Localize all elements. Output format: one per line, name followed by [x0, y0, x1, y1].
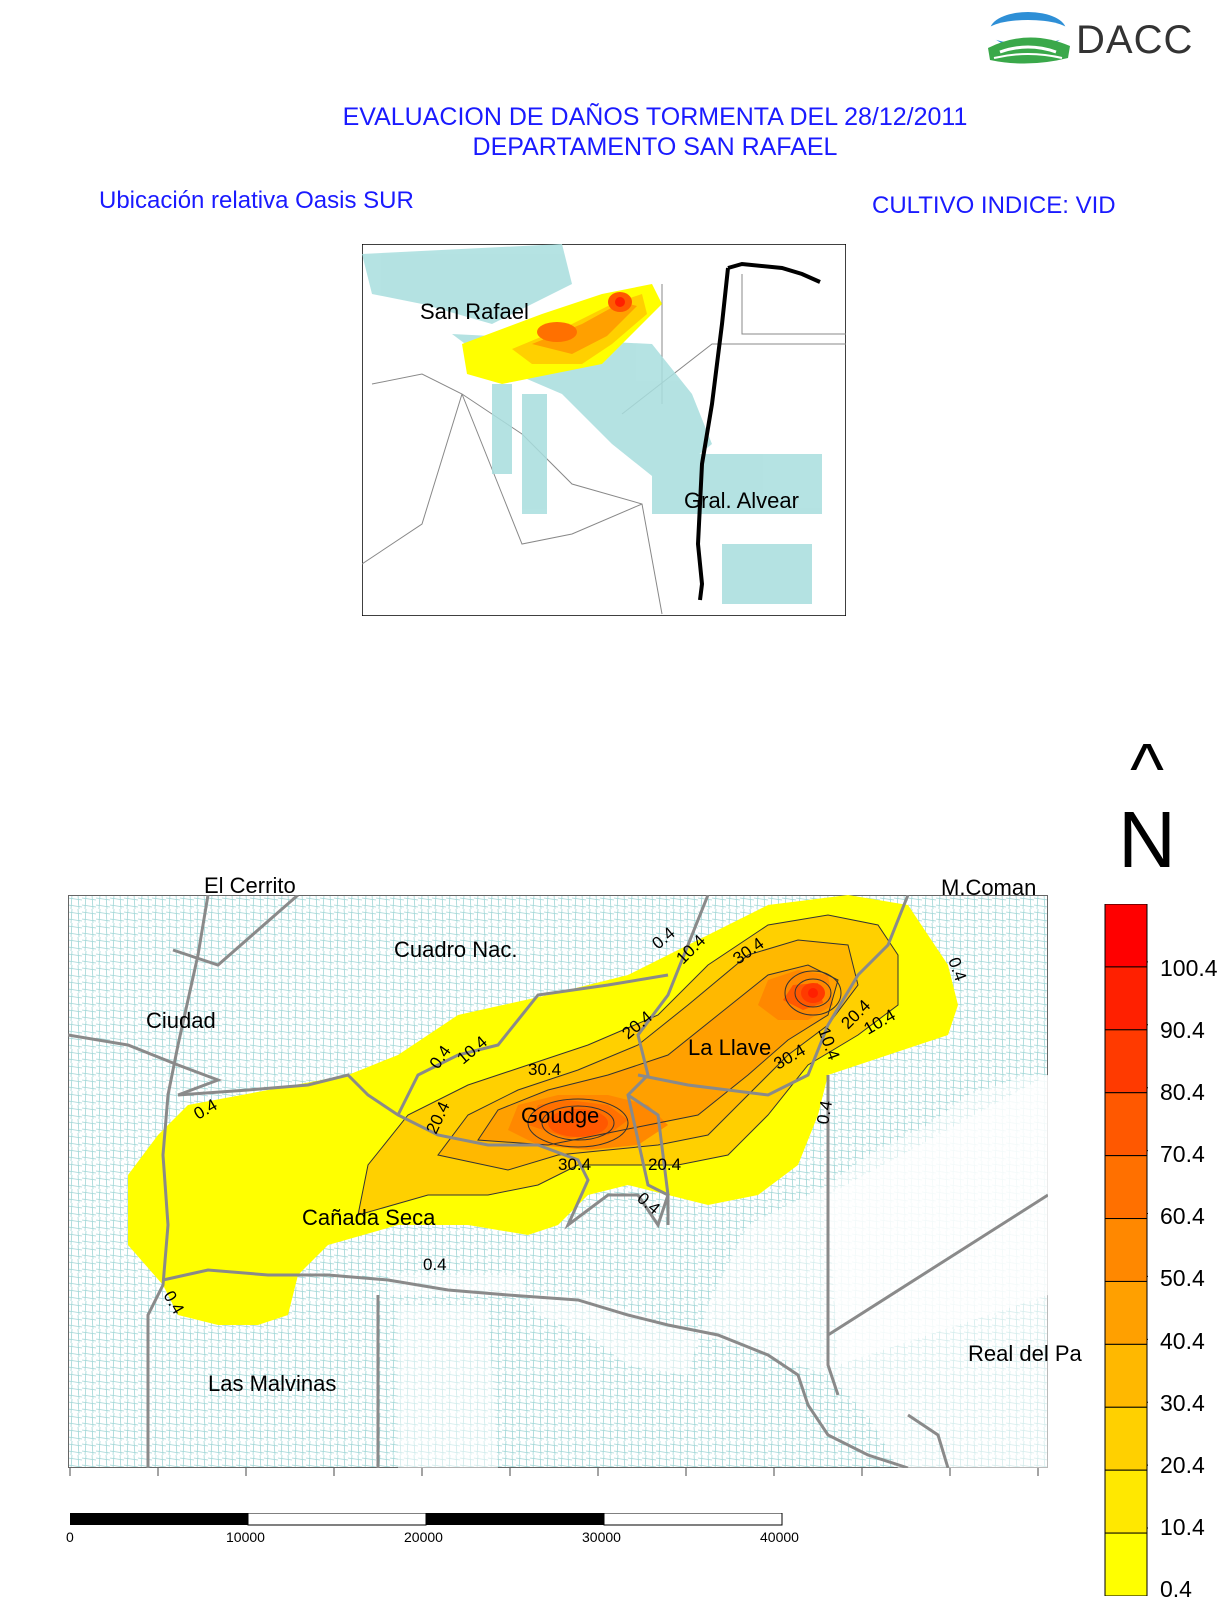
legend-label-30-4: 30.4 [1160, 1390, 1205, 1416]
scale-label-20000: 20000 [404, 1529, 443, 1545]
legend-label-50-4: 50.4 [1160, 1265, 1205, 1291]
legend-label-60-4: 60.4 [1160, 1203, 1205, 1229]
legend [1104, 904, 1232, 1615]
legend-swatch [1104, 1092, 1148, 1157]
legend-label-40-4: 40.4 [1160, 1328, 1205, 1354]
legend-label-10-4: 10.4 [1160, 1514, 1205, 1540]
legend-label-90-4: 90.4 [1160, 1017, 1205, 1043]
legend-swatch [1104, 1406, 1148, 1471]
place-label-la-llave: La Llave [688, 1035, 772, 1060]
place-label-cuadro-nac: Cuadro Nac. [394, 937, 518, 962]
map-title-line1: EVALUACION DE DAÑOS TORMENTA DEL 28/12/2… [342, 103, 968, 131]
legend-label-20-4: 20.4 [1160, 1452, 1205, 1478]
legend-label-70-4: 70.4 [1160, 1141, 1205, 1167]
legend-swatch [1104, 1155, 1148, 1220]
inset-map: San Rafael Gral. Alvear [362, 244, 846, 616]
north-arrow: ^ N [1112, 730, 1182, 884]
dacc-logo-text: DACC [1076, 18, 1194, 62]
place-label-ciudad: Ciudad [146, 1008, 216, 1033]
legend-swatch [1104, 1343, 1148, 1408]
scale-label-40000: 40000 [760, 1529, 799, 1545]
map-title-line2: DEPARTAMENTO SAN RAFAEL [472, 133, 838, 161]
place-label-m-coman: M.Coman [941, 875, 1037, 900]
legend-swatch [1104, 1532, 1148, 1596]
legend-swatch [1104, 1469, 1148, 1534]
legend-swatch [1104, 1280, 1148, 1345]
legend-label-0-4: 0.4 [1160, 1576, 1192, 1602]
dacc-logo: DACC [980, 8, 1220, 74]
north-arrow-icon: ^ [1130, 730, 1164, 810]
main-map: 0.4 0.4 10.4 20.4 0.4 10.4 20.4 30.4 30.… [68, 873, 1082, 1476]
place-label-real-del-pa: Real del Pa [968, 1341, 1082, 1366]
inset-subtitle: Ubicación relativa Oasis SUR [99, 187, 414, 214]
dacc-logo-icon [986, 12, 1070, 64]
scale-label-10000: 10000 [226, 1529, 265, 1545]
place-label-las-malvinas: Las Malvinas [208, 1371, 337, 1396]
svg-text:0.4: 0.4 [813, 1099, 836, 1126]
legend-swatch [1104, 966, 1148, 1031]
legend-label-100-4: 100.4 [1160, 955, 1218, 981]
legend-swatch [1104, 904, 1148, 968]
svg-text:30.4: 30.4 [528, 1060, 561, 1079]
crop-subtitle: CULTIVO INDICE: VID [872, 192, 1116, 219]
place-label-canada-seca: Cañada Seca [302, 1205, 436, 1230]
legend-swatch [1104, 1218, 1148, 1282]
legend-swatch [1104, 1029, 1148, 1094]
place-label-el-cerrito: El Cerrito [204, 873, 296, 898]
place-label-goudge: Goudge [521, 1103, 600, 1128]
scale-label-0: 0 [66, 1529, 74, 1545]
legend-color-bar [1104, 904, 1148, 1596]
north-arrow-letter: N [1118, 795, 1176, 884]
svg-text:30.4: 30.4 [558, 1155, 591, 1174]
scale-label-30000: 30000 [582, 1529, 621, 1545]
inset-label-gral-alvear: Gral. Alvear [684, 488, 799, 513]
scale-bar: 0 10000 20000 30000 40000 [66, 1513, 808, 1553]
svg-text:0.4: 0.4 [423, 1255, 447, 1274]
legend-label-80-4: 80.4 [1160, 1079, 1205, 1105]
inset-label-san-rafael: San Rafael [420, 299, 529, 324]
svg-text:20.4: 20.4 [648, 1155, 681, 1174]
